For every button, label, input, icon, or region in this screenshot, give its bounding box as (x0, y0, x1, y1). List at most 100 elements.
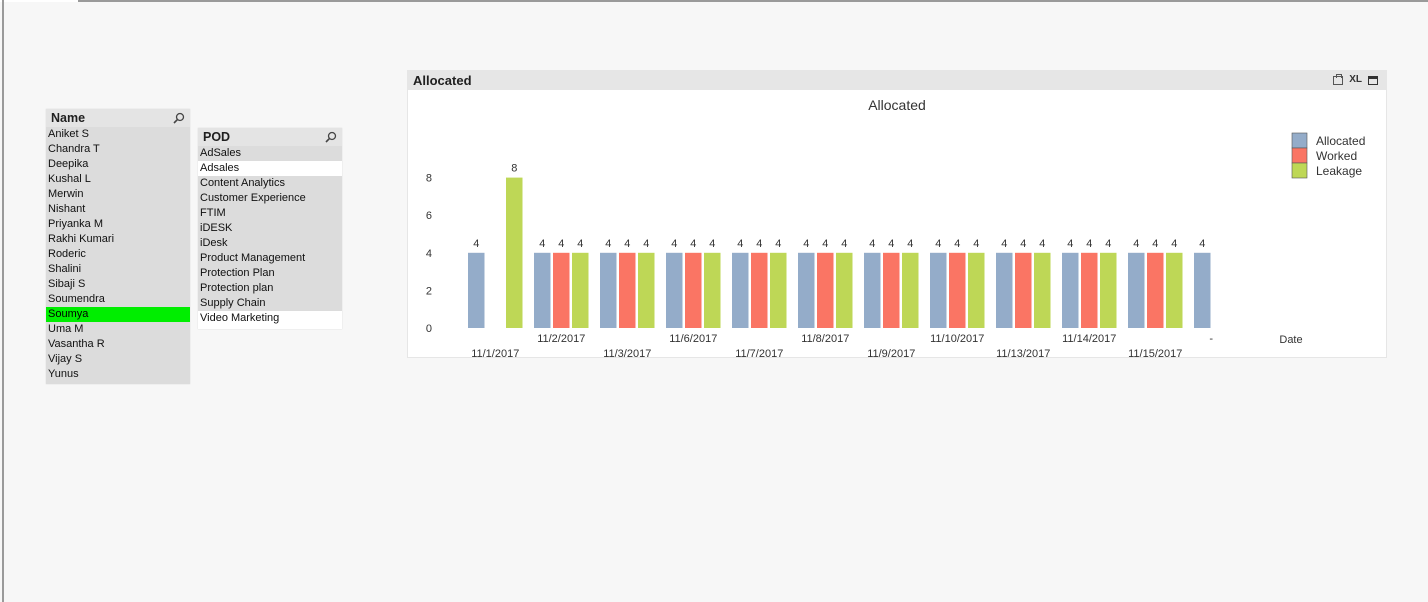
bar-leakage[interactable] (1034, 252, 1051, 328)
print-icon[interactable] (1333, 73, 1344, 85)
bar-data-label: 4 (841, 238, 847, 250)
bar-allocated[interactable] (666, 252, 683, 328)
bar-allocated[interactable] (468, 252, 485, 328)
chart-caption[interactable]: Allocated XL (408, 71, 1386, 90)
legend-label-allocated: Allocated (1316, 134, 1365, 148)
name-list-item[interactable]: Rakhi Kumari (46, 232, 190, 247)
bar-leakage[interactable] (638, 252, 655, 328)
bar-worked[interactable] (1081, 252, 1098, 328)
bar-leakage[interactable] (968, 252, 985, 328)
name-list-item[interactable]: Soumya (46, 307, 190, 322)
bar-leakage[interactable] (1100, 252, 1117, 328)
bar-worked[interactable] (1015, 252, 1032, 328)
bar-data-label: 4 (803, 238, 809, 250)
bar-leakage[interactable] (572, 252, 589, 328)
bar-worked[interactable] (685, 252, 702, 328)
name-list-item[interactable]: Priyanka M (46, 217, 190, 232)
pod-list-item[interactable]: Product Management (198, 251, 342, 266)
name-listbox[interactable]: Name Aniket S Chandra T Deepika Kushal L Mer… (46, 109, 190, 384)
search-icon[interactable] (325, 131, 337, 143)
bar-worked[interactable] (883, 252, 900, 328)
bar-leakage[interactable] (506, 177, 523, 328)
name-list-item[interactable]: Vasantha R (46, 337, 190, 352)
bar-data-label: 4 (643, 238, 649, 250)
x-tick-label: 11/13/2017 (996, 348, 1050, 357)
bar-data-label: 4 (954, 238, 960, 250)
bar-data-label: 4 (907, 238, 913, 250)
name-list-item[interactable]: Soumendra (46, 292, 190, 307)
bar-data-label: 4 (577, 238, 583, 250)
name-list-item[interactable]: Shalini (46, 262, 190, 277)
bar-data-label: 4 (756, 238, 762, 250)
bar-allocated[interactable] (1062, 252, 1079, 328)
bar-allocated[interactable] (732, 252, 749, 328)
bar-data-label: 4 (1171, 238, 1177, 250)
allocated-chart-object[interactable]: Allocated XL Allocated 0 2 4 6 8 4 8 11/1/2017 4 4… (407, 70, 1387, 358)
bar-leakage[interactable] (1166, 252, 1183, 328)
legend-label-leakage: Leakage (1316, 164, 1362, 178)
bar-data-label: 4 (1133, 238, 1139, 250)
name-list-item[interactable]: Aniket S (46, 127, 190, 142)
bar-allocated[interactable] (798, 252, 815, 328)
bar-allocated[interactable] (930, 252, 947, 328)
pod-list-item[interactable]: Customer Experience (198, 191, 342, 206)
bar-data-label: 4 (737, 238, 743, 250)
bar-leakage[interactable] (770, 252, 787, 328)
bar-data-label: 4 (1067, 238, 1073, 250)
pod-list-item[interactable]: AdSales (198, 146, 342, 161)
pod-list-item[interactable]: FTIM (198, 206, 342, 221)
x-tick-label: 11/7/2017 (735, 348, 783, 357)
bar-data-label: 4 (671, 238, 677, 250)
name-list-item[interactable]: Merwin (46, 187, 190, 202)
pod-listbox-caption[interactable]: POD (198, 128, 342, 146)
bar-data-label: 4 (1152, 238, 1158, 250)
bar-allocated[interactable] (600, 252, 617, 328)
name-list-item[interactable]: Yunus (46, 367, 190, 382)
pod-list-item[interactable]: Protection plan (198, 281, 342, 296)
name-list-item[interactable]: Uma M (46, 322, 190, 337)
name-list-item[interactable]: Vijay S (46, 352, 190, 367)
name-list-item[interactable]: Deepika (46, 157, 190, 172)
bar-allocated[interactable] (534, 252, 551, 328)
pod-list-item[interactable]: Video Marketing (198, 311, 342, 326)
pod-listbox[interactable]: POD AdSales Adsales Content Analytics Custo… (198, 128, 342, 329)
xl-icon[interactable]: XL (1349, 74, 1362, 85)
bar-worked[interactable] (619, 252, 636, 328)
pod-list-item[interactable]: Content Analytics (198, 176, 342, 191)
pod-list-item[interactable]: Adsales (198, 161, 342, 176)
bar-allocated[interactable] (1194, 252, 1211, 328)
bar-allocated[interactable] (996, 252, 1013, 328)
bar-leakage[interactable] (902, 252, 919, 328)
name-list-item[interactable]: Roderic (46, 247, 190, 262)
bar-leakage[interactable] (836, 252, 853, 328)
bar-worked[interactable] (751, 252, 768, 328)
name-listbox-title: Name (51, 111, 86, 125)
pod-list-item[interactable]: iDesk (198, 236, 342, 251)
bar-worked[interactable] (949, 252, 966, 328)
name-list-item[interactable]: Nishant (46, 202, 190, 217)
bar-allocated[interactable] (1128, 252, 1145, 328)
y-tick-label: 2 (426, 285, 432, 297)
y-tick-label: 0 (426, 323, 432, 335)
pod-list-item[interactable]: Protection Plan (198, 266, 342, 281)
pod-list-item[interactable]: iDESK (198, 221, 342, 236)
name-list-item[interactable]: Chandra T (46, 142, 190, 157)
window-top-border (0, 0, 1428, 2)
name-listbox-caption[interactable]: Name (46, 109, 190, 127)
bar-allocated[interactable] (864, 252, 881, 328)
maximize-icon[interactable] (1368, 75, 1378, 85)
name-list-item[interactable]: Sibaji S (46, 277, 190, 292)
bar-leakage[interactable] (704, 252, 721, 328)
pod-list-item[interactable]: Supply Chain (198, 296, 342, 311)
x-tick-label: 11/9/2017 (867, 348, 915, 357)
bar-data-label: 4 (869, 238, 875, 250)
bar-worked[interactable] (1147, 252, 1164, 328)
bar-data-label: 4 (709, 238, 715, 250)
bar-worked[interactable] (553, 252, 570, 328)
name-list: Aniket S Chandra T Deepika Kushal L Merwin Ni… (46, 127, 190, 382)
bar-data-label: 4 (775, 238, 781, 250)
search-icon[interactable] (173, 112, 185, 124)
name-list-item[interactable]: Kushal L (46, 172, 190, 187)
pod-list: AdSales Adsales Content Analytics Customer … (198, 146, 342, 326)
bar-worked[interactable] (817, 252, 834, 328)
